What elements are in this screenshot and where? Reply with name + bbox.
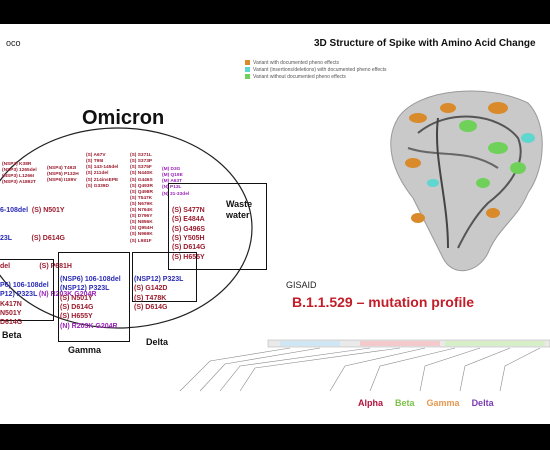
slide: oco Omicron (NSP3) K38R (NSP3) 1265del (NS… [0,24,550,424]
omicron-title: Omicron [82,107,165,129]
gamma-box [58,252,130,342]
waste-water-box [168,183,267,270]
mutation-profile-graphic [179,339,550,392]
gamma-mutations: (NSP6) 106-108del (NSP12) P323L (S) N501Y(… [60,275,121,330]
legend-item: Variant without documented pheno effects [245,73,387,80]
delta-label: Delta [146,337,169,347]
structure-title: 3D Structure of Spike with Amino Acid Ch… [314,38,536,49]
omicron-cluster-right: (S) S477N (S) E484A (S) G496S (S) Y505H (S) … [172,206,206,261]
header-text: oco [6,38,21,48]
beta-label: Beta [2,330,22,340]
legend-beta: Beta [395,398,415,408]
legend-delta: Delta [471,398,494,408]
legend-gamma: Gamma [426,398,460,408]
waste-water-label: Waste water [226,199,253,220]
gisaid-label: GISAID [286,280,317,290]
omicron-col-s2: (S) S371L (S) S373P (S) S375F (S) N440K (S) … [130,153,153,244]
beta-box [0,259,54,321]
omicron-col-s1: (S) A67V (S) T95I (S) 143-145del (S) 211del… [86,153,119,189]
spike-structure-image [390,90,543,272]
delta-mutations: (NSP12) P323L (S) G142D (S) T478K (S) D614G [134,275,184,312]
omicron-cluster-left: 6-108del (S) N501Y 23L (S) D614G del (S)… [0,206,97,299]
legend-alpha: Alpha [358,398,384,408]
legend-item: Variant with documented pheno effects [245,59,387,66]
beta-mutations: P6) 106-108del P12) P323L K417N N501Y D614G [0,281,49,327]
omicron-col-m-n: (M) D3G (M) Q19E (M) A63T (N) P13L (N) 31-33… [162,167,190,197]
delta-box [132,252,197,302]
venn-ellipse [0,127,253,329]
gamma-label: Gamma [68,345,102,355]
structure-legend: Variant with documented pheno effects Va… [245,59,387,80]
omicron-col-nsp3: (NSP3) K38R (NSP3) 1265del (NSP3) L1266I (N… [2,162,37,186]
legend-item: Variant (insertions/deletions) with docu… [245,66,387,73]
profile-title: B.1.1.529 – mutation profile [292,294,475,310]
omicron-col-nsp4: (NSP4) T492I (NSP5) P132H (NSP6) I189V [47,166,79,184]
variant-legend: Alpha Beta Gamma Delta [358,398,494,408]
